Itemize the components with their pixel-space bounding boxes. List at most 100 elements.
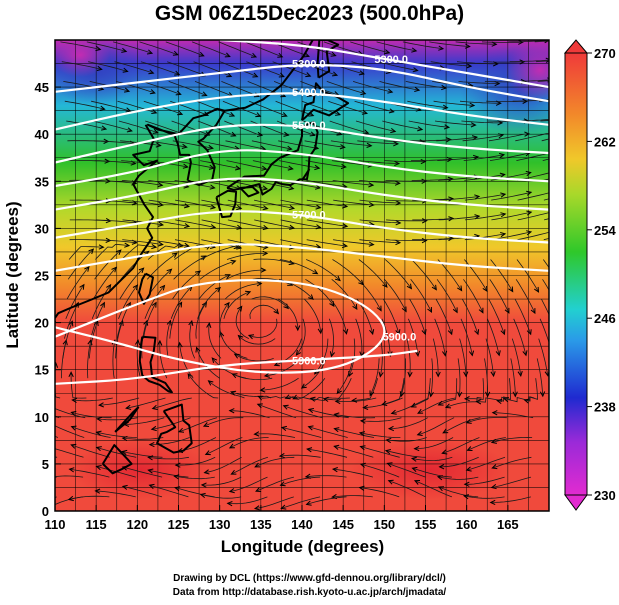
streamline	[148, 239, 189, 247]
streamline	[168, 81, 207, 96]
streamline-arrow	[230, 469, 237, 475]
streamline	[86, 41, 127, 52]
streamline	[68, 495, 110, 500]
streamline	[325, 61, 364, 75]
streamline-arrow	[159, 284, 166, 291]
streamline	[464, 233, 506, 241]
streamline	[121, 244, 157, 260]
streamline-arrow	[209, 184, 216, 190]
streamline	[438, 486, 479, 498]
streamline	[443, 417, 481, 434]
streamline	[465, 378, 484, 400]
streamline	[112, 340, 116, 379]
streamline	[99, 397, 140, 406]
streamline-arrow	[237, 305, 243, 312]
streamline-arrow	[526, 210, 533, 216]
coastline-island	[301, 168, 311, 181]
streamline-arrow	[198, 51, 205, 57]
streamline	[491, 476, 532, 488]
streamline-arrow	[224, 52, 231, 58]
streamline-arrow	[157, 339, 163, 346]
streamline	[467, 437, 506, 451]
streamline	[484, 358, 488, 397]
streamline	[382, 298, 400, 335]
streamline	[143, 302, 157, 339]
streamline-arrow	[96, 65, 103, 71]
streamline	[491, 211, 532, 221]
streamline	[122, 239, 163, 245]
streamline-arrow	[206, 322, 212, 329]
streamline	[251, 296, 289, 309]
streamline-arrow	[152, 128, 159, 134]
streamline-arrow	[551, 131, 556, 135]
streamline-arrow	[292, 394, 299, 400]
streamline-arrow	[317, 328, 323, 335]
streamline	[159, 340, 168, 379]
streamline-arrow	[437, 400, 444, 406]
streamline-arrow	[253, 431, 260, 437]
streamline	[410, 279, 432, 313]
streamline	[174, 475, 215, 480]
streamline-arrow	[250, 52, 258, 58]
streamline-arrow	[457, 391, 463, 398]
streamline-arrow	[519, 59, 526, 65]
streamline	[385, 239, 427, 241]
streamline	[488, 133, 530, 142]
streamline	[70, 372, 87, 399]
plot-area: 5300.0 5300.0 5400.0 5500.0 5700.0 5900.0 5900…	[55, 40, 557, 511]
streamline-arrow	[101, 125, 108, 131]
streamline-arrow	[150, 425, 157, 432]
streamline-arrow	[551, 150, 556, 154]
height-contour	[55, 279, 386, 374]
streamline-arrow	[368, 241, 375, 247]
streamline-arrow	[132, 284, 139, 291]
streamline	[323, 378, 352, 401]
streamline-arrow	[70, 410, 77, 416]
streamline	[462, 134, 503, 142]
axis-ticks: 110 115 120 125 130 135 140 145 150 155 160 165 0 5 10…	[35, 80, 519, 532]
streamline-arrow	[387, 351, 393, 358]
streamline	[122, 451, 163, 458]
streamline	[381, 318, 391, 357]
streamline	[196, 100, 235, 117]
streamline-arrow	[228, 488, 235, 494]
streamline-arrow	[552, 210, 557, 214]
streamline	[195, 302, 207, 339]
streamline-arrow	[387, 88, 394, 94]
streamline-arrow	[331, 467, 338, 473]
streamline-arrow	[146, 49, 154, 55]
streamline-arrow	[472, 154, 480, 161]
streamline-arrow	[387, 479, 394, 485]
streamline	[402, 41, 444, 50]
streamline	[65, 284, 85, 319]
streamline-arrow	[203, 469, 210, 475]
streamline-arrow	[524, 131, 531, 137]
contour-label: 5300.0	[292, 59, 326, 71]
streamline	[254, 199, 294, 209]
streamline	[432, 338, 439, 377]
streamline	[248, 318, 278, 338]
colorbar-bottom-triangle	[564, 494, 588, 511]
streamline	[146, 252, 178, 280]
streamline-arrow	[504, 307, 510, 314]
streamline-arrow	[395, 200, 402, 206]
streamline-arrow	[332, 71, 339, 77]
streamline-arrow	[534, 286, 540, 293]
x-tick-label: 130	[209, 517, 231, 532]
streamline-arrow	[438, 45, 445, 51]
colorbar-tick-label: 246	[594, 311, 616, 326]
streamline	[275, 100, 314, 116]
x-tick-label: 140	[291, 517, 313, 532]
streamline-arrow	[339, 144, 346, 150]
streamline	[147, 244, 183, 260]
x-tick-label: 120	[126, 517, 148, 532]
streamline	[435, 298, 453, 335]
streamline	[197, 287, 221, 319]
streamline-arrow	[526, 230, 533, 236]
height-contour	[55, 123, 549, 164]
streamline-arrow	[122, 67, 129, 73]
streamline-arrow	[300, 383, 307, 389]
streamline	[94, 249, 122, 280]
streamline-arrow	[470, 122, 477, 128]
coastline-island	[147, 107, 226, 187]
